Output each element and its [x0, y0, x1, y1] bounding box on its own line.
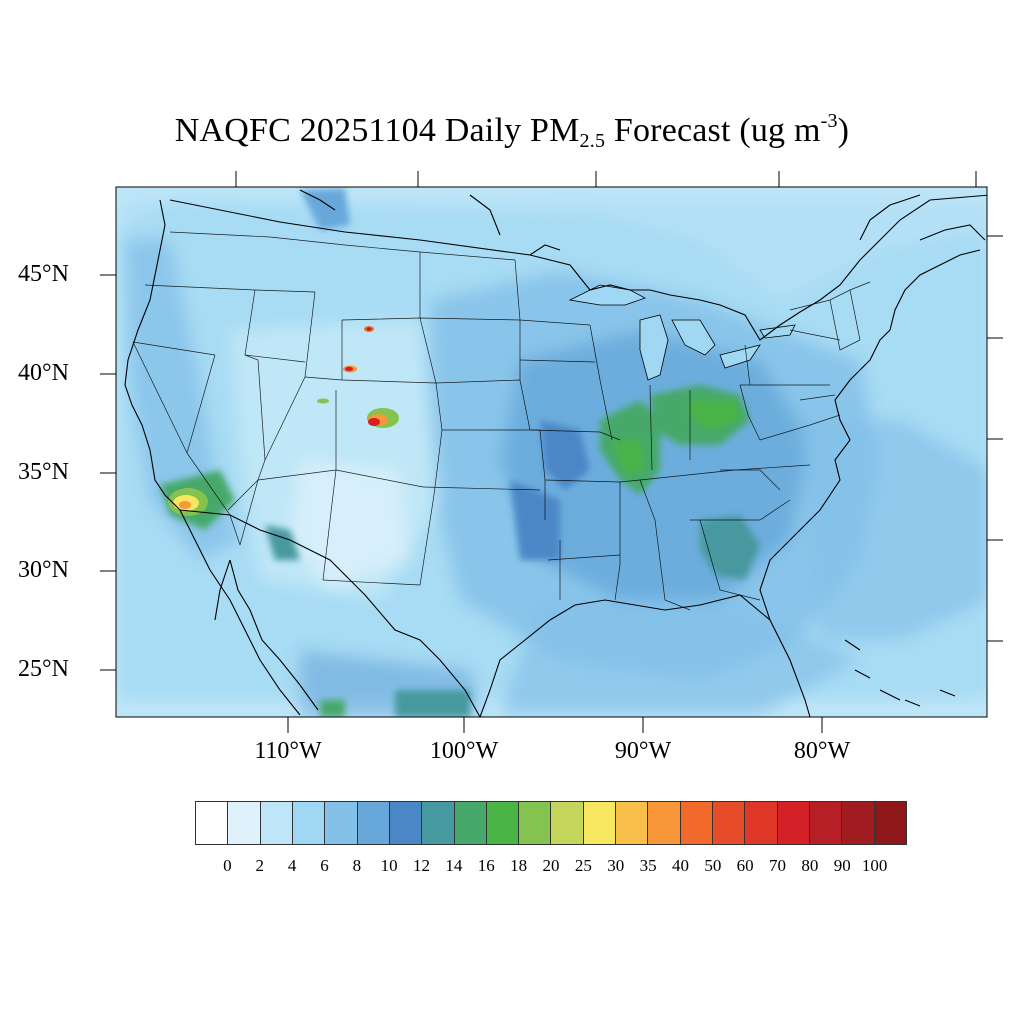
map-frame	[115, 186, 988, 718]
colorbar-swatch	[616, 802, 649, 844]
colorbar-swatch	[422, 802, 455, 844]
hotspot-colorado-central	[367, 408, 399, 428]
colorbar-swatch	[486, 802, 520, 844]
colorbar-swatch	[228, 802, 261, 844]
axis-ticks	[100, 171, 1003, 733]
lat-label-25: 25°N	[18, 656, 69, 682]
lat-label-35: 35°N	[18, 459, 69, 485]
title-prefix: NAQFC 20251104 Daily PM	[174, 112, 580, 149]
lat-label-45: 45°N	[18, 261, 69, 287]
colorbar-label: 10	[380, 856, 398, 875]
colorbar-label: 60	[736, 856, 754, 875]
colorbar-label: 35	[639, 856, 657, 875]
hotspots	[168, 326, 399, 516]
colorbar-label: 100	[861, 856, 888, 875]
hotspot-colorado-north	[343, 365, 357, 373]
colorbar-swatch	[713, 802, 746, 844]
title-subscript: 2.5	[579, 130, 606, 152]
colorbar-label: 90	[833, 856, 851, 875]
colorbar-swatch	[648, 802, 681, 844]
colorbar-swatch	[551, 802, 584, 844]
colorbar-swatch	[777, 802, 810, 844]
lat-label-40: 40°N	[18, 360, 69, 386]
colorbar-label: 16	[477, 856, 495, 875]
colorbar	[195, 801, 907, 845]
lon-label-90: 90°W	[614, 738, 672, 764]
colorbar-label: 8	[352, 856, 362, 875]
colorbar-label: 6	[320, 856, 329, 875]
figure-title: NAQFC 20251104 Daily PM2.5 Forecast (ug …	[0, 110, 1024, 152]
colorbar-label: 70	[769, 856, 787, 875]
colorbar-swatch	[745, 802, 778, 844]
hotspot-socal	[168, 488, 208, 516]
colorbar-label: 12	[413, 856, 431, 875]
colorbar-swatch	[454, 802, 487, 844]
colorbar-swatch	[680, 802, 713, 844]
colorbar-swatch	[389, 802, 423, 844]
colorbar-label: 40	[671, 856, 689, 875]
hotspot-utah-small	[317, 398, 329, 404]
lon-label-110: 110°W	[254, 738, 322, 764]
colorbar-label: 50	[704, 856, 722, 875]
title-middle: Forecast (ug m	[605, 112, 821, 149]
colorbar-swatch	[874, 802, 906, 844]
colorbar-label: 30	[607, 856, 625, 875]
colorbar-label: 25	[574, 856, 592, 875]
map-field	[116, 187, 987, 717]
colorbar-label: 20	[542, 856, 560, 875]
colorbar-label: 4	[287, 856, 297, 875]
state-boundaries	[132, 231, 871, 611]
title-superscript: -3	[820, 110, 838, 132]
lon-label-80: 80°W	[793, 738, 851, 764]
lat-label-30: 30°N	[18, 557, 69, 583]
colorbar-label: 2	[255, 856, 264, 875]
great-lakes	[568, 284, 796, 381]
colorbar-swatch	[519, 802, 552, 844]
lon-label-100: 100°W	[429, 738, 499, 764]
colorbar-swatch	[260, 802, 293, 844]
colorbar-swatch	[357, 802, 390, 844]
colorbar-label: 14	[445, 856, 463, 875]
colorbar-swatch	[292, 802, 326, 844]
hotspot-wyoming	[364, 326, 374, 332]
colorbar-swatch	[842, 802, 875, 844]
colorbar-swatch	[196, 802, 229, 844]
title-suffix: )	[837, 112, 850, 149]
colorbar-label: 0	[223, 856, 232, 875]
colorbar-swatch	[809, 802, 843, 844]
colorbar-labels: 0 2 4 6 8 10 12 14 16 18 20 25 30 35 40 50 60 70 80 90 100	[195, 856, 907, 880]
colorbar-label: 80	[801, 856, 819, 875]
colorbar-label: 18	[510, 856, 528, 875]
colorbar-swatch	[583, 802, 617, 844]
coastlines	[124, 189, 987, 717]
colorbar-swatch	[325, 802, 358, 844]
